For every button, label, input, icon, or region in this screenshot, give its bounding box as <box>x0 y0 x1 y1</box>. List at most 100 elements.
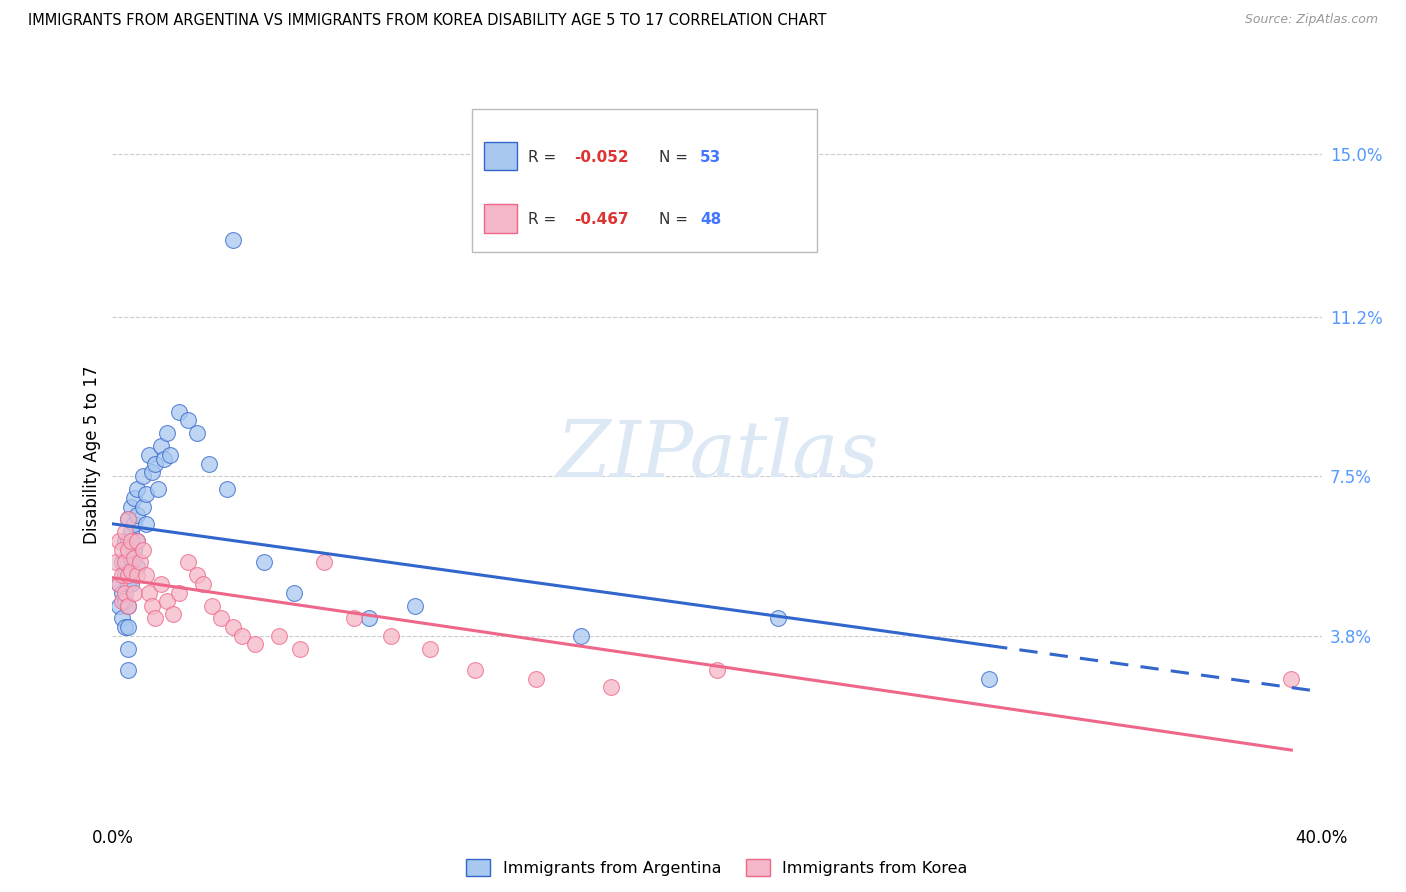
Y-axis label: Disability Age 5 to 17: Disability Age 5 to 17 <box>83 366 101 544</box>
Point <box>132 542 155 557</box>
Point <box>107 599 129 613</box>
Point <box>359 611 381 625</box>
Point <box>114 525 136 540</box>
Text: ZIPatlas: ZIPatlas <box>555 417 879 493</box>
Point <box>138 585 160 599</box>
Point <box>138 448 160 462</box>
Point <box>343 611 366 625</box>
Point <box>117 512 139 526</box>
Point <box>569 629 592 643</box>
Point <box>201 599 224 613</box>
Point <box>117 512 139 526</box>
Point <box>120 564 142 578</box>
Point <box>120 500 142 514</box>
Point <box>231 629 253 643</box>
Text: 48: 48 <box>700 212 721 227</box>
Point <box>524 672 547 686</box>
Point <box>132 469 155 483</box>
Text: -0.467: -0.467 <box>574 212 628 227</box>
Point <box>122 516 145 531</box>
Point <box>149 577 172 591</box>
Point <box>404 599 426 613</box>
Legend: Immigrants from Argentina, Immigrants from Korea: Immigrants from Argentina, Immigrants fr… <box>460 853 974 882</box>
Point <box>253 556 276 570</box>
Point <box>117 641 139 656</box>
Point <box>114 594 136 608</box>
Point <box>125 483 148 497</box>
Point <box>156 594 179 608</box>
Text: R =: R = <box>529 212 561 227</box>
Bar <box>484 204 517 233</box>
Point <box>125 559 148 574</box>
Point <box>198 457 221 471</box>
Point <box>122 585 145 599</box>
Point <box>288 641 311 656</box>
Point <box>222 620 245 634</box>
Point <box>143 611 166 625</box>
Point <box>125 568 148 582</box>
Point <box>120 533 142 548</box>
Point <box>107 577 129 591</box>
Bar <box>484 142 517 170</box>
Point <box>156 426 179 441</box>
Point <box>380 629 402 643</box>
Point <box>135 486 157 500</box>
Point <box>122 491 145 505</box>
Point <box>117 599 139 613</box>
Point <box>117 599 139 613</box>
Point <box>314 556 336 570</box>
Point <box>117 533 139 548</box>
Point <box>125 533 148 548</box>
Point <box>110 568 132 582</box>
Point <box>159 448 181 462</box>
Point <box>141 599 163 613</box>
Point <box>117 556 139 570</box>
Point <box>114 585 136 599</box>
Point <box>186 568 208 582</box>
Point <box>120 577 142 591</box>
Point <box>1279 672 1302 686</box>
Point <box>267 629 290 643</box>
Point <box>132 500 155 514</box>
Point <box>143 457 166 471</box>
Point <box>117 620 139 634</box>
Point <box>167 405 190 419</box>
Point <box>110 594 132 608</box>
Point <box>222 233 245 247</box>
Point <box>128 556 150 570</box>
Point <box>149 439 172 453</box>
Point <box>114 556 136 570</box>
Point <box>283 585 305 599</box>
Point <box>177 413 200 427</box>
Point <box>120 525 142 540</box>
Point <box>110 556 132 570</box>
Point <box>117 663 139 677</box>
Point <box>125 533 148 548</box>
Point <box>162 607 184 621</box>
Point <box>117 577 139 591</box>
Point <box>167 585 190 599</box>
Point <box>153 452 176 467</box>
Point <box>766 611 789 625</box>
Text: Source: ZipAtlas.com: Source: ZipAtlas.com <box>1244 13 1378 27</box>
Text: N =: N = <box>659 212 693 227</box>
Point <box>117 542 139 557</box>
Point <box>146 483 169 497</box>
Point <box>110 542 132 557</box>
Text: 53: 53 <box>700 150 721 165</box>
Text: IMMIGRANTS FROM ARGENTINA VS IMMIGRANTS FROM KOREA DISABILITY AGE 5 TO 17 CORREL: IMMIGRANTS FROM ARGENTINA VS IMMIGRANTS … <box>28 13 827 29</box>
Text: -0.052: -0.052 <box>574 150 628 165</box>
Point <box>243 637 266 651</box>
Point <box>209 611 232 625</box>
Text: R =: R = <box>529 150 561 165</box>
Point <box>110 585 132 599</box>
Point <box>125 508 148 523</box>
Point <box>110 611 132 625</box>
Point <box>419 641 441 656</box>
Text: N =: N = <box>659 150 693 165</box>
Point <box>191 577 214 591</box>
Point <box>464 663 486 677</box>
Point <box>122 542 145 557</box>
Point <box>186 426 208 441</box>
Point <box>600 680 623 694</box>
